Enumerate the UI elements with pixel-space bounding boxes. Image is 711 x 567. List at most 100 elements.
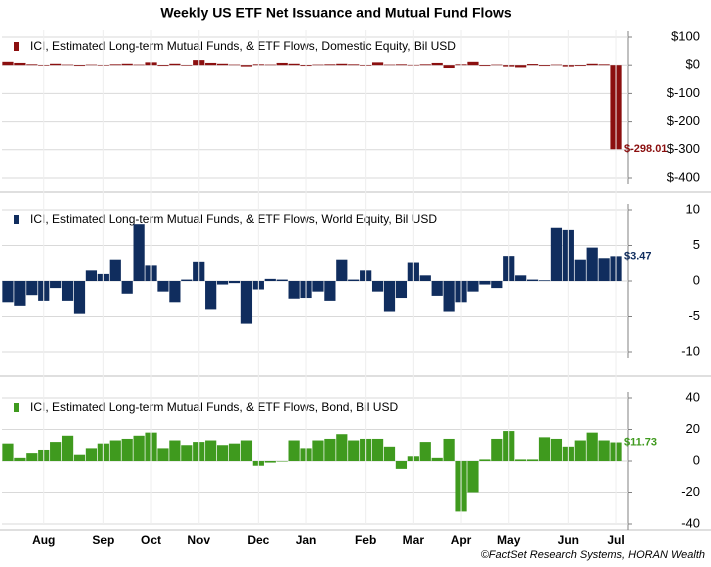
bar (181, 65, 193, 66)
bar (26, 281, 38, 296)
y-tick-label: -5 (688, 308, 700, 323)
y-tick-label: 0 (693, 272, 700, 287)
y-tick-label: 10 (686, 201, 700, 216)
legend-swatch (14, 403, 19, 412)
source: ©FactSet Research Systems, HORAN Wealth (481, 549, 705, 561)
bar (133, 64, 145, 66)
bar (288, 63, 300, 66)
bar (538, 437, 551, 461)
bar (598, 258, 610, 281)
bar (586, 63, 598, 66)
bar (431, 62, 443, 66)
bar (157, 65, 169, 67)
bar (157, 448, 169, 461)
x-tick-label: Nov (187, 533, 210, 547)
bar (312, 440, 324, 461)
bar (383, 281, 396, 312)
y-tick-label: $-100 (667, 85, 700, 100)
bar (228, 443, 241, 461)
bar (586, 432, 598, 461)
bar (479, 459, 491, 461)
x-tick-label: May (497, 533, 521, 547)
bar (169, 63, 181, 66)
bar (324, 281, 336, 301)
bar (526, 64, 539, 66)
bar (598, 440, 610, 461)
bar (443, 281, 455, 312)
y-tick-label: $-300 (667, 141, 700, 156)
legend-label: ICI, Estimated Long-term Mutual Funds, &… (30, 39, 456, 53)
bar (348, 279, 360, 281)
x-tick-label: Mar (403, 533, 425, 547)
bar (348, 440, 360, 461)
bar (443, 65, 455, 69)
bar (288, 281, 300, 299)
legend-label: ICI, Estimated Long-term Mutual Funds, &… (30, 400, 398, 414)
bar (276, 279, 288, 281)
bar (467, 61, 479, 66)
bar (431, 457, 443, 461)
bar (443, 438, 455, 461)
bar (395, 281, 408, 299)
bar (312, 64, 324, 66)
bar (109, 259, 121, 281)
x-tick-label: Dec (247, 533, 269, 547)
bar (395, 64, 408, 66)
bar (50, 442, 62, 461)
bar (336, 63, 348, 66)
x-tick-label: Apr (451, 533, 472, 547)
bar (216, 63, 229, 66)
bar (526, 279, 539, 281)
bar (50, 281, 62, 289)
bar (264, 461, 276, 463)
bar (228, 281, 241, 284)
bar (240, 281, 253, 324)
x-tick-label: Aug (32, 533, 55, 547)
bar (538, 280, 551, 281)
bar (491, 64, 503, 66)
bar (371, 62, 384, 66)
bar (216, 281, 229, 285)
x-tick-label: Jul (607, 533, 624, 547)
bar (371, 281, 384, 292)
x-tick-label: Feb (355, 533, 376, 547)
bar (312, 281, 324, 292)
bar (73, 65, 86, 67)
bar (109, 440, 121, 461)
bar (228, 64, 241, 66)
bar (26, 64, 38, 66)
x-tick-label: Oct (141, 533, 161, 547)
y-tick-label: -10 (681, 343, 700, 358)
bar (264, 278, 276, 281)
bar (515, 65, 527, 68)
value-label: $-298.01 (624, 143, 667, 155)
bar (181, 279, 193, 281)
bar (205, 281, 217, 310)
x-tick-label: Jun (558, 533, 579, 547)
bar (515, 275, 527, 281)
bar (205, 440, 217, 461)
bar (491, 438, 503, 461)
bar (574, 440, 586, 461)
bar (2, 281, 14, 303)
bar (276, 62, 288, 66)
bar (240, 65, 253, 67)
y-tick-label: $0 (686, 57, 700, 72)
bar (383, 64, 396, 66)
bar (109, 64, 121, 66)
bar (336, 434, 348, 461)
bar (50, 63, 62, 66)
bar (264, 64, 276, 66)
y-tick-label: 5 (693, 237, 700, 252)
bar (515, 459, 527, 461)
bar (383, 446, 396, 461)
y-tick-label: -20 (681, 484, 700, 499)
bar (598, 64, 610, 66)
bar (288, 440, 300, 461)
bar (85, 64, 98, 66)
bar (2, 443, 14, 461)
bar (276, 461, 288, 462)
bar (121, 281, 133, 294)
x-tick-label: Jan (296, 533, 317, 547)
bar (324, 64, 336, 66)
